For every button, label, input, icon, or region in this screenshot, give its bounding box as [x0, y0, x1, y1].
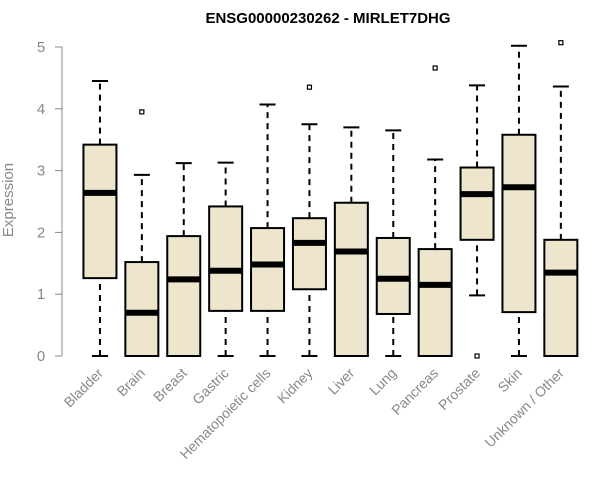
y-tick-label: 5	[37, 39, 45, 56]
box	[501, 133, 537, 314]
outlier-point	[139, 109, 145, 115]
box-group	[208, 161, 244, 357]
y-tick-label: 4	[37, 101, 45, 118]
box-group	[543, 40, 579, 357]
outlier-point	[432, 65, 438, 71]
x-tick-label: Kidney	[274, 365, 316, 407]
x-tick-label: Liver	[325, 365, 358, 398]
x-tick-label: Skin	[495, 365, 526, 396]
box	[417, 248, 453, 357]
box	[543, 238, 579, 357]
y-tick-label: 2	[37, 224, 45, 241]
x-tick-label: Brain	[114, 365, 148, 399]
x-tick-label: Pancreas	[388, 365, 441, 418]
box	[291, 217, 327, 291]
box	[124, 261, 160, 357]
box	[459, 166, 495, 241]
box-group	[250, 103, 286, 357]
outlier-point	[558, 40, 564, 46]
y-tick-label: 0	[37, 348, 45, 365]
box-group	[166, 162, 202, 357]
y-axis-label: Expression	[0, 163, 17, 237]
box-group	[501, 44, 537, 357]
x-tick-label: Unknown / Other	[481, 365, 567, 451]
x-tick-label: Breast	[150, 365, 190, 405]
y-tick-label: 1	[37, 286, 45, 303]
box-group	[375, 129, 411, 357]
box	[333, 201, 369, 357]
y-axis: 0 1 2 3 4 5	[37, 39, 63, 365]
box-group	[82, 79, 118, 357]
chart-title: ENSG00000230262 - MIRLET7DHG	[205, 10, 450, 27]
box-group	[124, 109, 160, 357]
outlier-point	[306, 84, 313, 90]
boxes-layer	[82, 40, 579, 359]
box	[166, 235, 202, 357]
box-group	[417, 65, 453, 357]
box	[250, 227, 286, 312]
x-tick-label: Bladder	[61, 365, 107, 411]
x-tick-label: Prostate	[435, 365, 483, 413]
outlier-point	[474, 353, 480, 359]
box	[82, 143, 118, 280]
x-tick-label: Lung	[366, 365, 399, 398]
box	[208, 205, 244, 312]
box-group	[333, 126, 369, 357]
y-tick-label: 3	[37, 163, 45, 180]
box-group	[291, 84, 327, 357]
box-group	[459, 84, 495, 359]
